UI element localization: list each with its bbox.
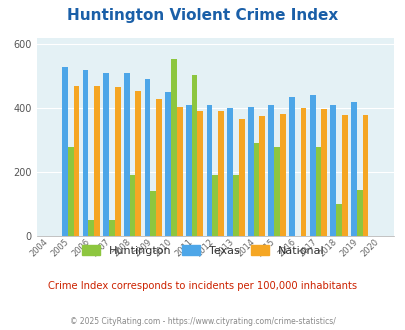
Bar	[156, 99, 162, 236]
Bar	[144, 80, 150, 236]
Bar	[268, 105, 273, 236]
Bar	[73, 86, 79, 236]
Bar	[320, 109, 326, 236]
Bar	[212, 175, 217, 236]
Bar	[309, 95, 315, 236]
Bar	[273, 147, 279, 236]
Bar	[191, 75, 197, 236]
Bar	[259, 116, 264, 236]
Bar	[135, 91, 141, 236]
Bar	[165, 92, 171, 236]
Bar	[176, 107, 182, 236]
Bar	[356, 190, 362, 236]
Text: Crime Index corresponds to incidents per 100,000 inhabitants: Crime Index corresponds to incidents per…	[48, 281, 357, 291]
Bar	[129, 175, 135, 236]
Bar	[300, 108, 306, 236]
Bar	[115, 87, 120, 236]
Bar	[171, 59, 176, 236]
Bar	[247, 107, 253, 236]
Bar	[185, 105, 191, 236]
Bar	[288, 97, 294, 236]
Bar	[103, 73, 109, 236]
Bar	[315, 147, 320, 236]
Legend: Huntington, Texas, National: Huntington, Texas, National	[77, 241, 328, 260]
Bar	[362, 115, 367, 236]
Bar	[206, 105, 212, 236]
Bar	[232, 175, 238, 236]
Bar	[68, 147, 73, 236]
Text: Huntington Violent Crime Index: Huntington Violent Crime Index	[67, 8, 338, 23]
Bar	[227, 108, 232, 236]
Bar	[88, 220, 94, 236]
Bar	[197, 112, 202, 236]
Bar	[279, 114, 285, 236]
Bar	[62, 67, 68, 236]
Bar	[341, 115, 347, 236]
Bar	[350, 102, 356, 236]
Bar	[217, 112, 223, 236]
Bar	[335, 204, 341, 236]
Bar	[94, 86, 100, 236]
Bar	[150, 191, 156, 236]
Bar	[124, 73, 129, 236]
Bar	[109, 220, 115, 236]
Bar	[330, 105, 335, 236]
Bar	[82, 70, 88, 236]
Bar	[253, 143, 259, 236]
Bar	[238, 119, 244, 236]
Text: © 2025 CityRating.com - https://www.cityrating.com/crime-statistics/: © 2025 CityRating.com - https://www.city…	[70, 317, 335, 326]
